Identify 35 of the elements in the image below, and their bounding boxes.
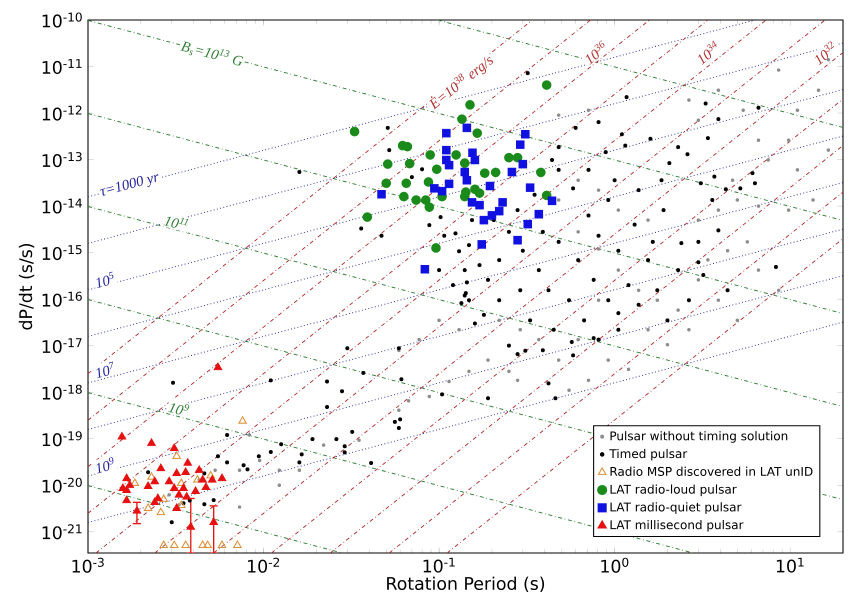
y-tick-label: 10$^{-19}$ [42,431,82,446]
y-tick-label: 10$^{-16}$ [42,292,82,307]
annotation: 10$^{9}$ [168,403,190,414]
x-tick-label: 10$^{-3}$ [72,558,104,573]
annotation: 10$^{7}$ [96,362,114,378]
legend-label: LAT radio-quiet pulsar [610,502,742,514]
annotation: 10$^{9}$ [96,457,114,474]
y-tick-label: 10$^{-18}$ [42,384,82,400]
y-tick-label: 10$^{-20}$ [42,478,82,493]
x-tick-label: 10$^{0}$ [601,558,628,573]
legend-label: LAT radio-loud pulsar [610,484,737,496]
annotation: B$_{s}$=10$^{13}$ G [180,41,244,66]
y-tick-label: 10$^{-17}$ [42,338,82,354]
x-tick-label: 10$^{-2}$ [248,558,280,573]
legend-label: LAT millisecond pulsar [610,520,744,532]
annotation: 10$^{32}$ [815,41,834,66]
y-tick-label: 10$^{-13}$ [42,152,82,168]
legend-label: Pulsar without timing solution [610,431,788,443]
legend-label: Timed pulsar [609,448,688,460]
annotation: 10$^{5}$ [96,272,114,288]
y-tick-label: 10$^{-14}$ [42,198,82,214]
x-tick-label: 10$^{-1}$ [424,558,455,573]
y-tick-label: 10$^{-10}$ [42,12,82,28]
annotation: 10$^{36}$ [586,40,604,65]
y-tick-label: 10$^{-15}$ [42,245,82,260]
x-axis-title: Rotation Period (s) [387,576,544,592]
y-tick-label: 10$^{-11}$ [42,59,82,74]
legend-label: Radio MSP discovered in LAT unID [610,466,812,476]
x-tick-label: 10$^{1}$ [776,558,804,573]
annotation: 10$^{11}$ [164,216,188,228]
annotation: 10$^{34}$ [698,40,717,65]
y-axis-title: dP/dt (s/s) [18,244,34,330]
y-tick-label: 10$^{-12}$ [42,106,82,121]
y-tick-label: 10$^{-21}$ [42,524,82,540]
annotation: τ=1000 yr [100,174,158,196]
